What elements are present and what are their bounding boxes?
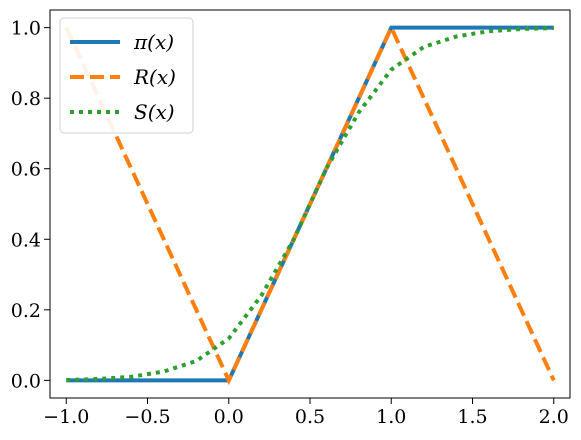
x-tick-label: 0.5 <box>295 406 325 428</box>
x-tick-label: 1.0 <box>376 406 406 428</box>
y-tick-label: 0.8 <box>11 88 41 110</box>
x-tick-label: 2.0 <box>539 406 569 428</box>
y-axis: 0.0 0.2 0.4 0.6 0.8 1.0 <box>11 18 50 392</box>
y-tick-label: 0.0 <box>11 370 41 392</box>
legend-label-2: S(x) <box>134 100 175 124</box>
series-layer <box>64 22 556 386</box>
legend-box <box>59 17 194 134</box>
y-tick-label: 0.4 <box>11 229 41 251</box>
y-tick-label: 0.2 <box>11 300 41 322</box>
legend-label-1: R(x) <box>133 65 176 89</box>
legend-label-0: π(x) <box>133 30 174 54</box>
y-tick-label: 0.6 <box>11 159 41 181</box>
x-tick-label: −0.5 <box>124 406 170 428</box>
x-tick-label: −1.0 <box>43 406 89 428</box>
x-tick-label: 1.5 <box>457 406 487 428</box>
series-line-1 <box>64 22 556 386</box>
x-tick-label: 0.0 <box>214 406 244 428</box>
x-axis: −1.0 −0.5 0.0 0.5 1.0 1.5 2.0 <box>43 398 569 428</box>
legend: π(x) R(x) S(x) <box>59 17 194 134</box>
y-tick-label: 1.0 <box>11 18 41 40</box>
